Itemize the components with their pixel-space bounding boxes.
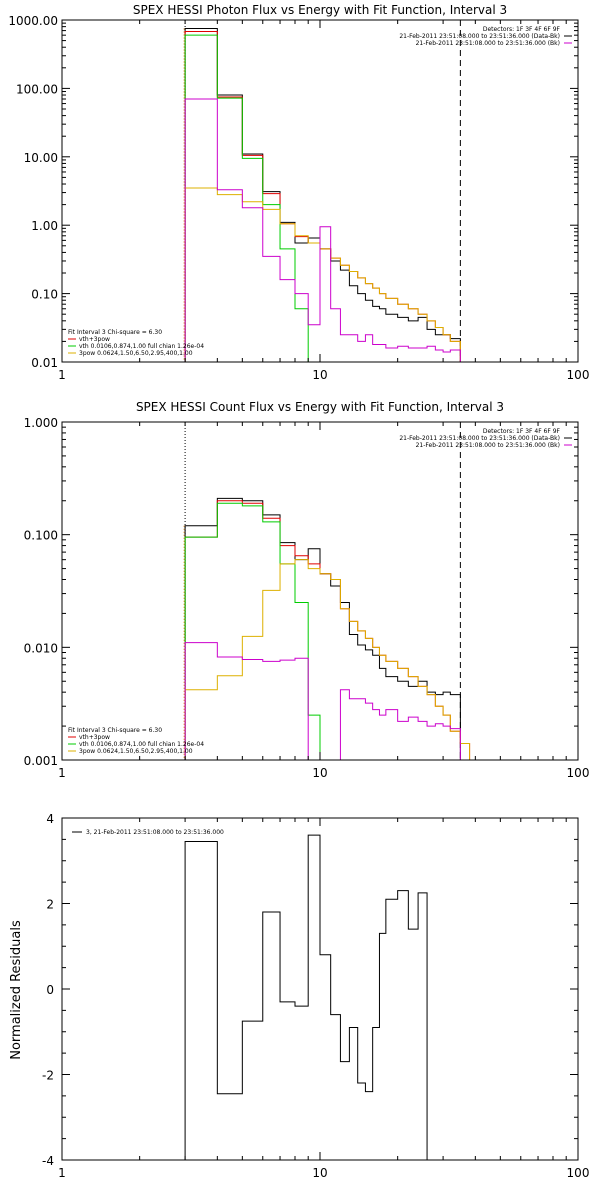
y-tick-label: 0 bbox=[46, 983, 54, 997]
x-tick-label: 1 bbox=[58, 1166, 66, 1180]
y-tick-label: 1.000 bbox=[24, 416, 58, 430]
series-vth bbox=[184, 502, 481, 761]
photon-flux-plot: 1 10 100 0.01 0.10 1.00 10.00 100.00 1000.00 Dete… bbox=[8, 14, 589, 382]
x-tick-label: 100 bbox=[567, 1166, 590, 1180]
legend-text: 3, 21-Feb-2011 23:51:08.000 to 23:51:36.… bbox=[86, 829, 224, 836]
legend-top-right-text: Detectors: 1F 3F 4F 6F 9F bbox=[483, 26, 561, 33]
series-vth-3pow bbox=[184, 30, 461, 362]
y-tick-label: 0.100 bbox=[24, 529, 58, 543]
residuals-plot: 1 10 100 -4 -2 0 2 4 3, 21-Feb-2011 23:51:08.000… bbox=[42, 812, 589, 1180]
x-tick-label: 10 bbox=[312, 766, 327, 780]
series-3pow bbox=[184, 559, 481, 761]
count-flux-plot: 1 10 100 0.001 0.010 0.100 1.000 Detectors: 1F … bbox=[24, 416, 590, 780]
legend-bottom-left-text: vth+3pow bbox=[79, 336, 110, 343]
y-tick-label: 2 bbox=[46, 898, 54, 912]
y-tick-label: 10.00 bbox=[24, 151, 58, 165]
panel2-title: SPEX HESSI Count Flux vs Energy with Fit… bbox=[136, 400, 504, 414]
legend-bottom-left-text: 3pow 0.0624,1.50,6.50,2.95,400,1.00 bbox=[79, 350, 193, 357]
x-tick-label: 10 bbox=[312, 1166, 327, 1180]
x-tick-label: 1 bbox=[58, 368, 66, 382]
legend-bottom-left-text: Fit Interval 3 Chi-square = 6.30 bbox=[68, 329, 162, 336]
y-tick-label: 0.010 bbox=[24, 641, 58, 655]
legend-bottom-left-text: Fit Interval 3 Chi-square = 6.30 bbox=[68, 727, 162, 734]
x-tick-label: 1 bbox=[58, 766, 66, 780]
panel1-title: SPEX HESSI Photon Flux vs Energy with Fi… bbox=[133, 3, 507, 17]
y-tick-label: 0.001 bbox=[24, 754, 58, 768]
series-3pow bbox=[184, 187, 461, 362]
y-tick-label: 100.00 bbox=[16, 82, 58, 96]
y-tick-label: 4 bbox=[46, 812, 54, 826]
panel3-ylabel: Normalized Residuals bbox=[9, 920, 24, 1060]
x-tick-label: 10 bbox=[312, 368, 327, 382]
series-vth-3pow bbox=[184, 500, 481, 761]
y-tick-label: 0.10 bbox=[31, 288, 58, 302]
y-tick-label: 1.00 bbox=[31, 219, 58, 233]
plot-frame bbox=[61, 421, 579, 761]
y-tick-label: 1000.00 bbox=[8, 14, 58, 28]
series-data-bk bbox=[184, 28, 461, 362]
series-3-21-feb-2011-23-51-08-000-to-23-51-36-000 bbox=[184, 834, 428, 1160]
y-tick-label: -2 bbox=[42, 1069, 54, 1083]
series-bk bbox=[184, 98, 461, 362]
y-tick-label: -4 bbox=[42, 1154, 54, 1168]
legend-top-right-text: 21-Feb-2011 23:51:08.000 to 23:51:36.000… bbox=[399, 435, 560, 442]
legend-bottom-left-text: 3pow 0.0624,1.50,6.50,2.95,400,1.00 bbox=[79, 748, 193, 755]
legend-top-right-text: 21-Feb-2011 23:51:08.000 to 23:51:36.000… bbox=[416, 442, 560, 449]
legend-top-right-text: 21-Feb-2011 23:51:08.000 to 23:51:36.000… bbox=[399, 33, 560, 40]
series-bk bbox=[184, 642, 461, 761]
legend-bottom-left-text: vth 0.0106,0.874,1.00 full chian 1.26e-0… bbox=[79, 741, 204, 748]
legend-bottom-left-text: vth 0.0106,0.874,1.00 full chian 1.26e-0… bbox=[79, 343, 204, 350]
y-tick-label: 0.01 bbox=[31, 356, 58, 370]
series-vth bbox=[184, 34, 461, 363]
x-tick-label: 100 bbox=[567, 368, 590, 382]
legend-top-right-text: 21-Feb-2011 23:51:08.000 to 23:51:36.000… bbox=[416, 40, 560, 47]
series-data-bk bbox=[184, 497, 461, 760]
x-tick-label: 100 bbox=[567, 766, 590, 780]
legend-bottom-left-text: vth+3pow bbox=[79, 734, 110, 741]
legend-top-right-text: Detectors: 1F 3F 4F 6F 9F bbox=[483, 428, 561, 435]
